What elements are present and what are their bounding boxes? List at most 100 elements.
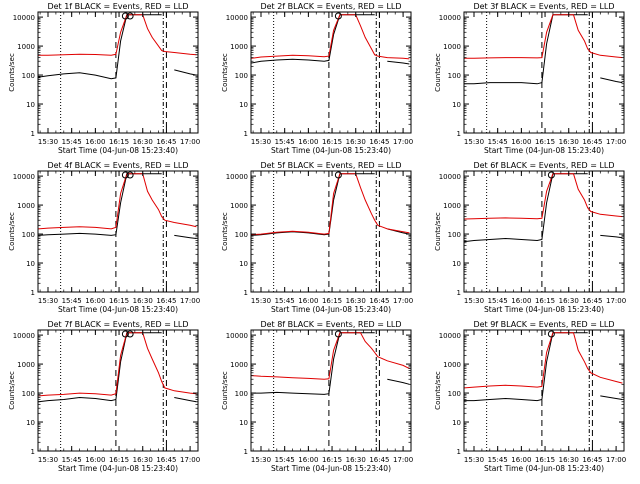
y-axis-label: Counts/sec	[8, 53, 16, 92]
x-tick-label: 15:45	[62, 297, 82, 305]
series-line-events	[38, 173, 197, 239]
panel-title: Det 4f BLACK = Events, RED = LLD	[47, 161, 188, 170]
x-axis-label: Start Time (04-Jun-08 15:23:40)	[484, 464, 604, 473]
x-tick-label: 16:00	[511, 138, 531, 146]
panel-2: Det 2f BLACK = Events, RED = LLD 1 10 100 10…	[221, 2, 413, 155]
x-tick-label: 16:15	[109, 297, 129, 305]
x-tick-label: 15:30	[251, 297, 271, 305]
peak-circle-marker	[547, 330, 555, 338]
x-tick-label: 15:45	[62, 456, 82, 464]
x-tick-label: 15:45	[275, 138, 295, 146]
y-tick-label: 1000	[230, 202, 248, 210]
x-tick-label: 16:15	[535, 138, 555, 146]
y-tick-label: 1000	[230, 43, 248, 51]
x-tick-label: 15:30	[464, 138, 484, 146]
panel-6: Det 6f BLACK = Events, RED = LLD 1 10 100 10…	[434, 161, 626, 314]
y-tick-label: 10	[26, 260, 35, 268]
x-tick-label: 16:00	[511, 297, 531, 305]
x-tick-label: 15:45	[488, 138, 508, 146]
x-tick-label: 16:45	[369, 456, 389, 464]
y-tick-label: 10000	[226, 14, 248, 22]
x-tick-label: 16:00	[298, 138, 318, 146]
x-tick-label: 17:00	[393, 297, 413, 305]
y-tick-label: 1000	[17, 361, 35, 369]
x-tick-label: 15:30	[251, 138, 271, 146]
x-tick-label: 15:30	[464, 297, 484, 305]
x-tick-label: 16:30	[346, 297, 366, 305]
y-axis-label: Counts/sec	[8, 212, 16, 251]
series-line-events	[251, 173, 410, 236]
x-tick-label: 16:30	[559, 456, 579, 464]
y-tick-label: 100	[448, 231, 461, 239]
x-tick-label: 16:15	[322, 297, 342, 305]
series-line-events	[38, 332, 197, 403]
x-tick-label: 16:45	[156, 138, 176, 146]
x-tick-label: 16:45	[582, 297, 602, 305]
x-tick-label: 15:45	[275, 456, 295, 464]
peak-circle-marker	[121, 330, 129, 338]
x-axis-label: Start Time (04-Jun-08 15:23:40)	[271, 146, 391, 155]
plot-frame	[37, 11, 199, 134]
x-tick-label: 16:45	[369, 138, 389, 146]
series-line-events	[251, 14, 410, 65]
x-tick-label: 15:45	[275, 297, 295, 305]
y-tick-label: 100	[235, 390, 248, 398]
peak-circle-marker	[126, 171, 134, 179]
x-tick-label: 16:00	[511, 456, 531, 464]
y-tick-label: 1000	[17, 43, 35, 51]
y-tick-label: 100	[22, 72, 35, 80]
x-tick-label: 16:30	[346, 456, 366, 464]
y-tick-label: 1	[457, 448, 461, 456]
peak-circle-marker	[334, 330, 342, 338]
x-tick-label: 15:30	[38, 297, 58, 305]
panel-7: Det 7f BLACK = Events, RED = LLD 1 10 100 10…	[8, 320, 200, 473]
y-tick-label: 10	[239, 419, 248, 427]
y-tick-label: 10	[452, 101, 461, 109]
y-tick-label: 100	[448, 390, 461, 398]
y-axis-label: Counts/sec	[434, 371, 442, 410]
y-axis-label: Counts/sec	[8, 371, 16, 410]
x-tick-label: 17:00	[180, 138, 200, 146]
panel-title: Det 3f BLACK = Events, RED = LLD	[473, 2, 614, 11]
x-tick-label: 16:45	[582, 456, 602, 464]
y-axis-label: Counts/sec	[221, 371, 229, 410]
x-tick-label: 16:30	[346, 138, 366, 146]
peak-circle-marker	[547, 171, 555, 179]
y-axis-label: Counts/sec	[221, 53, 229, 92]
x-tick-label: 17:00	[393, 138, 413, 146]
x-axis-label: Start Time (04-Jun-08 15:23:40)	[271, 305, 391, 314]
y-tick-label: 1000	[443, 43, 461, 51]
plot-frame	[463, 329, 625, 452]
x-tick-label: 16:45	[156, 456, 176, 464]
x-tick-label: 16:30	[133, 138, 153, 146]
plot-frame	[37, 329, 199, 452]
panel-9: Det 9f BLACK = Events, RED = LLD 1 10 100 10…	[434, 320, 626, 473]
y-axis-label: Counts/sec	[434, 53, 442, 92]
x-tick-label: 15:45	[488, 456, 508, 464]
panel-title: Det 5f BLACK = Events, RED = LLD	[260, 161, 401, 170]
y-tick-label: 1000	[443, 361, 461, 369]
y-tick-label: 10000	[439, 173, 461, 181]
panel-title: Det 2f BLACK = Events, RED = LLD	[260, 2, 401, 11]
y-tick-label: 10	[239, 260, 248, 268]
x-axis-label: Start Time (04-Jun-08 15:23:40)	[271, 464, 391, 473]
x-tick-label: 17:00	[393, 456, 413, 464]
x-tick-label: 15:45	[62, 138, 82, 146]
plot-frame	[37, 170, 199, 293]
y-tick-label: 10000	[226, 173, 248, 181]
y-tick-label: 1000	[17, 202, 35, 210]
x-tick-label: 17:00	[606, 138, 626, 146]
y-tick-label: 1	[244, 130, 248, 138]
x-tick-label: 16:15	[535, 456, 555, 464]
peak-circle-marker	[126, 330, 134, 338]
x-tick-label: 16:15	[109, 456, 129, 464]
x-axis-label: Start Time (04-Jun-08 15:23:40)	[58, 305, 178, 314]
y-tick-label: 1	[31, 289, 35, 297]
peak-circle-marker	[126, 12, 134, 20]
y-tick-label: 100	[235, 231, 248, 239]
y-tick-label: 100	[22, 231, 35, 239]
x-tick-label: 15:30	[251, 456, 271, 464]
series-line-lld	[251, 14, 410, 60]
x-axis-label: Start Time (04-Jun-08 15:23:40)	[58, 146, 178, 155]
